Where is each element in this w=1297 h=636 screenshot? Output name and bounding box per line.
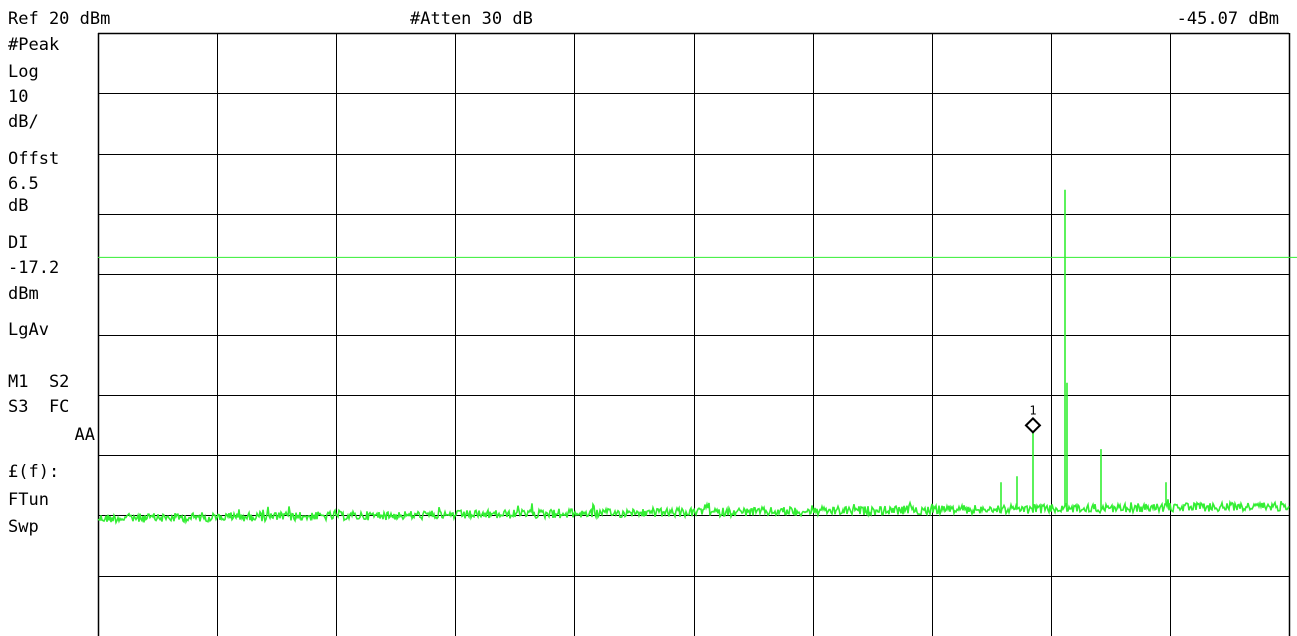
marker-label: 1: [1029, 403, 1036, 417]
side-label-6: dB: [8, 196, 29, 216]
side-label-2: 10: [8, 87, 29, 107]
side-label-16: Swp: [8, 517, 39, 537]
side-label-13: AA: [74, 425, 95, 445]
graticule: [97, 32, 1291, 636]
side-panel: #Peak Log 10 dB/Offst 6.5 dB DI -17.2 dBm LgAv M1 …: [8, 0, 98, 636]
side-label-14: £(f):: [8, 462, 60, 482]
ref-level-label: Ref 20 dBm: [8, 9, 111, 29]
side-label-0: #Peak: [8, 35, 60, 55]
side-label-8: -17.2: [8, 258, 60, 278]
side-label-5: 6.5: [8, 174, 39, 194]
side-label-15: FTun: [8, 490, 49, 510]
side-label-11: M1 S2: [8, 372, 70, 392]
side-label-4: Offst: [8, 149, 60, 169]
marker-1: 1: [1024, 403, 1042, 434]
marker-diamond: [1024, 416, 1042, 434]
side-label-12: S3 FC: [8, 397, 70, 417]
side-label-10: LgAv: [8, 320, 49, 340]
marker-readout: -45.07 dBm: [1176, 9, 1279, 29]
side-label-1: Log: [8, 62, 39, 82]
attenuation-label: #Atten 30 dB: [410, 9, 533, 29]
side-label-3: dB/: [8, 112, 39, 132]
side-label-7: DI: [8, 233, 29, 253]
side-label-9: dBm: [8, 284, 39, 304]
spectrum-trace: [97, 189, 1290, 525]
